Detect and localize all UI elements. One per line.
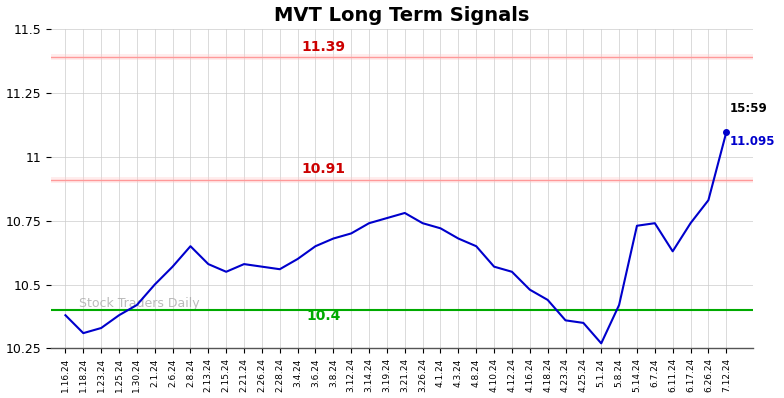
- Text: 11.39: 11.39: [301, 40, 345, 54]
- Text: Stock Traders Daily: Stock Traders Daily: [79, 297, 200, 310]
- Text: 10.4: 10.4: [306, 309, 340, 323]
- Text: 11.095: 11.095: [730, 135, 775, 148]
- Text: 10.91: 10.91: [301, 162, 345, 176]
- Text: 15:59: 15:59: [730, 101, 768, 115]
- Title: MVT Long Term Signals: MVT Long Term Signals: [274, 6, 530, 25]
- Bar: [51, 54, 753, 60]
- Bar: [51, 177, 753, 183]
